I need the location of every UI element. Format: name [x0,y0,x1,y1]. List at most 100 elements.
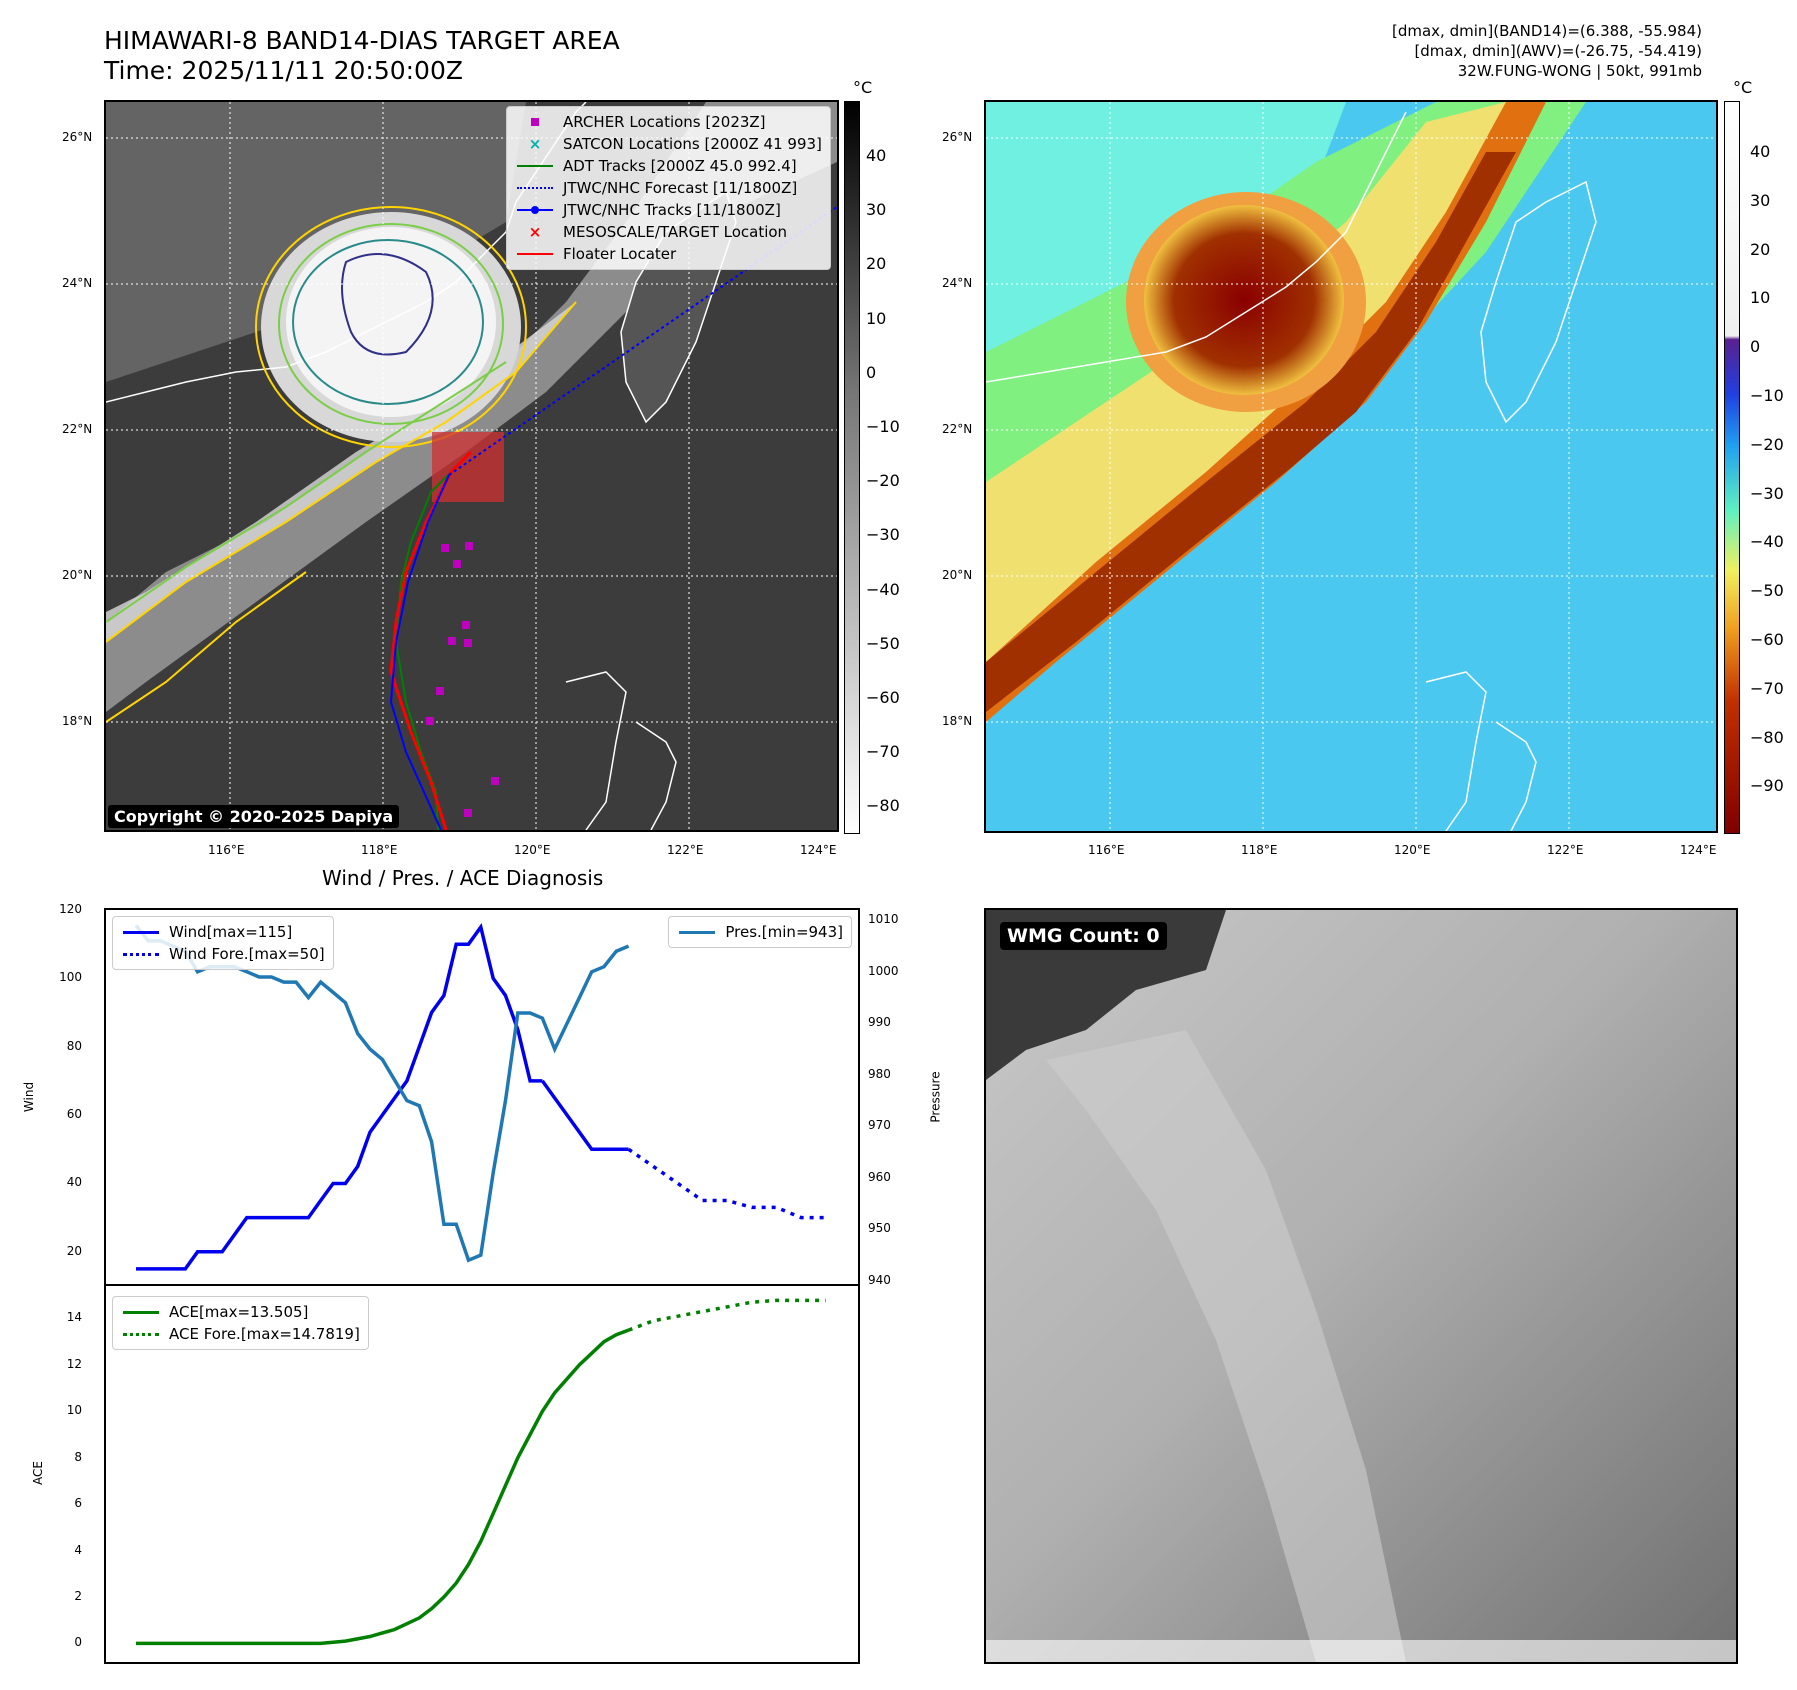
legend-label: ADT Tracks [2000Z 45.0 992.4] [563,157,797,175]
axis-tick-label: 990 [868,1015,891,1030]
series-line-0-3 [134,924,630,1263]
wind-legend: Wind[max=115] Wind Fore.[max=50] [112,916,334,970]
axis-tick-label: 1000 [868,963,899,978]
colorbar-tick-label: −70 [866,742,900,762]
colorbar-tick-label: −50 [866,633,900,653]
ir-colorbar-unit: °C [853,78,873,97]
colorbar-tick-label: 0 [1750,337,1761,357]
colorbar-tick-label: −90 [1750,776,1784,796]
wmg-graphic [986,910,1736,1662]
lat-label: 24°N [62,276,93,290]
legend-item-adt: ADT Tracks [2000Z 45.0 992.4] [515,155,822,177]
series-line-0-0 [136,922,543,1271]
colorbar-tick-label: −30 [866,525,900,545]
axis-tick-label: 20 [66,1243,82,1258]
colorbar-tick-label: −50 [1750,581,1784,601]
lat-label: 26°N [62,130,93,144]
legend-item-satcon: × SATCON Locations [2000Z 41 993] [528,135,822,153]
colorbar-tick-label: 10 [866,308,887,328]
series-line-1-0 [136,1328,630,1646]
colorbar-tick-label: 0 [866,362,877,382]
axis-tick-label: 980 [868,1066,891,1081]
colorbar-tick-label: 40 [1750,142,1771,161]
axis-tick-label: 12 [66,1356,82,1371]
lat-label: 18°N [62,714,93,728]
wmg-count-badge: WMG Count: 0 [1000,922,1167,950]
axis-tick-label: 10 [66,1403,82,1418]
diagnosis-title: Wind / Pres. / ACE Diagnosis [322,866,604,890]
ace-axis-label: ACE [30,1461,45,1485]
colorbar-tick-label: 40 [866,146,887,165]
legend-label: ACE Fore.[max=14.7819] [169,1325,360,1343]
series-line-0-1 [540,1079,629,1152]
legend-label: Wind Fore.[max=50] [169,945,325,963]
lat-label: 18°N [942,714,973,728]
lat-label: 26°N [942,130,973,144]
color-map-graphic [986,102,1716,831]
copyright-badge: Copyright © 2020-2025 Dapiya [108,805,400,828]
legend-label: SATCON Locations [2000Z 41 993] [563,135,822,153]
pressure-legend: Pres.[min=943] [668,916,852,948]
colorbar-tick-label: −40 [866,579,900,599]
colorbar-tick-label: −80 [866,796,900,816]
colorbar-tick-label: −10 [1750,386,1784,405]
wind-axis-label: Wind [22,1081,37,1113]
axis-tick-label: 2 [74,1589,82,1603]
lon-label: 122°E [1547,843,1584,857]
axis-tick-label: 100 [59,970,82,985]
axis-tick-label: 970 [868,1118,891,1133]
lat-label: 20°N [942,568,973,582]
legend-item-archer: ARCHER Locations [2023Z] [515,111,822,133]
info-storm: 32W.FUNG-WONG | 50kt, 991mb [1457,62,1702,80]
lon-label: 118°E [1241,843,1278,857]
colorbar-tick-label: −30 [1750,483,1784,503]
colorbar-tick-label: 20 [866,254,887,274]
axis-tick-label: 80 [66,1038,82,1053]
lon-label: 124°E [800,843,837,857]
legend-label: ARCHER Locations [2023Z] [563,113,766,131]
colorbar-tick-label: −20 [866,471,900,491]
colorbar-tick-label: −40 [1750,532,1784,552]
color-colorbar-unit: °C [1733,78,1753,97]
legend-item-target: × MESOSCALE/TARGET Location [528,223,788,241]
lat-label: 22°N [942,422,973,436]
colorbar-tick-label: 30 [866,200,887,220]
legend-label: Wind[max=115] [169,923,293,941]
series-line-0-2 [627,1147,826,1220]
axis-tick-label: 0 [74,1635,82,1650]
legend-item-pressure: Pres.[min=943] [677,921,843,943]
info-band14: [dmax, dmin](BAND14)=(6.388, -55.984) [1391,22,1702,40]
axis-tick-label: 40 [66,1175,82,1190]
axis-tick-label: 960 [868,1169,891,1184]
axis-tick-label: 60 [66,1107,82,1122]
axis-tick-label: 14 [66,1310,82,1325]
colorbar-tick-label: −60 [1750,630,1784,649]
ir-map-panel: ARCHER Locations [2023Z] × SATCON Locatio… [104,100,839,832]
lon-label: 118°E [361,843,398,857]
lon-label: 120°E [1394,843,1431,857]
colorbar-tick-label: −20 [1750,434,1784,454]
lon-label: 124°E [1680,843,1717,857]
legend-item-ace-forecast: ACE Fore.[max=14.7819] [121,1323,360,1345]
axis-tick-label: 6 [74,1496,82,1511]
wmg-panel: WMG Count: 0 [984,908,1738,1664]
colorbar-tick-label: 20 [1750,239,1771,259]
legend-label: Pres.[min=943] [725,923,843,941]
ir-map-legend: ARCHER Locations [2023Z] × SATCON Locatio… [506,106,831,270]
color-colorbar [1724,101,1740,834]
legend-item-jtwc-forecast: JTWC/NHC Forecast [11/1800Z] [515,177,822,199]
axis-tick-label: 940 [868,1272,891,1287]
legend-item-wind-forecast: Wind Fore.[max=50] [121,943,325,965]
colorbar-tick-label: 10 [1750,288,1771,308]
colorbar-tick-label: −10 [866,417,900,436]
lat-label: 22°N [62,422,93,436]
legend-item-floater: Floater Locater [515,243,822,265]
axis-tick-label: 1010 [868,912,899,927]
lon-label: 122°E [667,843,704,857]
lon-label: 120°E [514,843,551,857]
legend-label: JTWC/NHC Forecast [11/1800Z] [563,179,798,197]
lon-label: 116°E [208,843,245,857]
pressure-axis-label: Pressure [928,1071,943,1123]
colorbar-tick-label: −80 [1750,727,1784,747]
ace-plot [136,1298,826,1646]
